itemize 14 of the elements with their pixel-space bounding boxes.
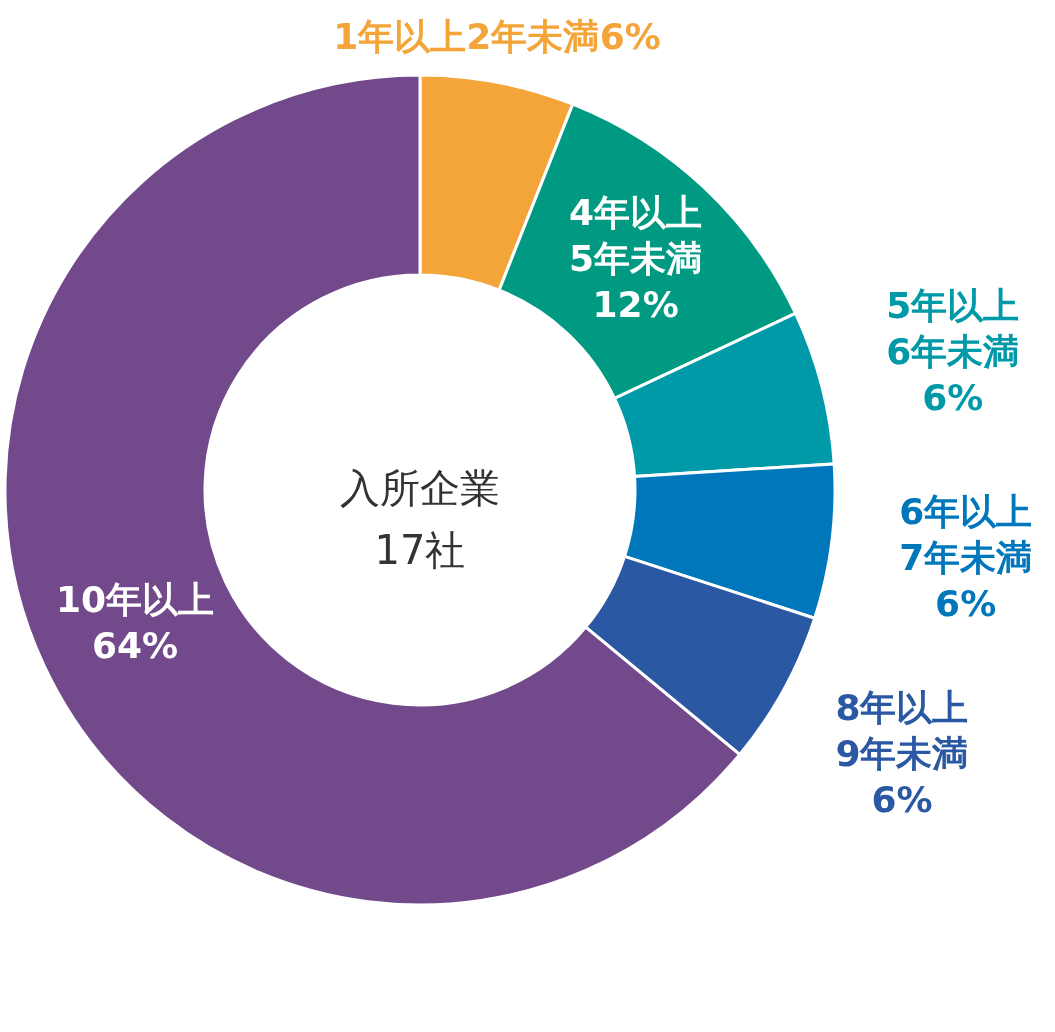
data-label: 12% [592, 284, 679, 326]
data-label: 64% [91, 625, 179, 667]
data-label: 6% [871, 778, 933, 820]
slice-label: 5年以上6年未満 [886, 285, 1020, 373]
slice-label: 1年以上2年未満 [333, 16, 600, 58]
slice-label: 8年以上9年未満 [835, 686, 969, 774]
slice-label: 10年以上 [55, 579, 215, 621]
data-label: 6% [599, 16, 661, 58]
slice-label: 6年以上7年未満 [899, 490, 1033, 578]
text: 17社 [374, 527, 466, 573]
data-label: 6% [935, 582, 997, 624]
text: 入所企業 [340, 465, 500, 511]
slice-label: 4年以上5年未満 [569, 192, 703, 280]
data-label: 6% [922, 377, 984, 419]
